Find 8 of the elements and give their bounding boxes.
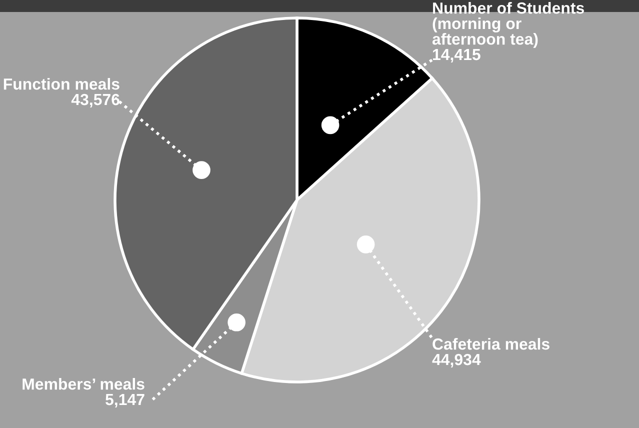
data-label: 44,934 — [432, 354, 481, 368]
data-label: 14,415 — [433, 49, 480, 63]
data-label: 5,147 — [106, 394, 144, 408]
slice-label: Number of Students (morning or afternoon tea) — [432, 2, 584, 48]
slice-label: Members’ meals — [22, 378, 144, 390]
slice-label: Function meals — [4, 78, 120, 90]
slice-label: Cafeteria meals — [432, 338, 550, 350]
data-label: 43,576 — [71, 94, 120, 108]
